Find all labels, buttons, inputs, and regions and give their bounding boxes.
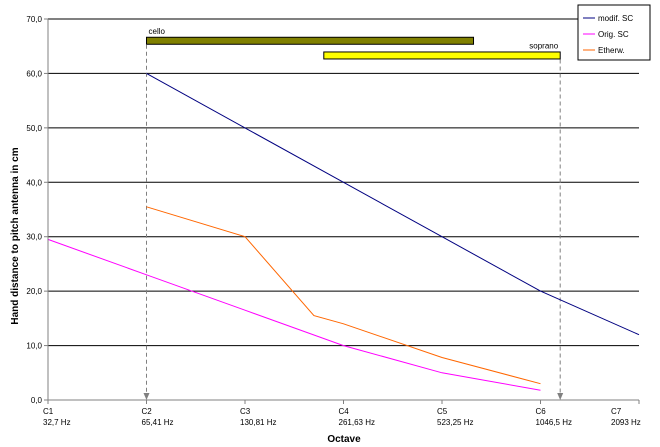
x-tick-note-3: C4: [339, 407, 350, 416]
series-line-0: [146, 72, 640, 336]
x-tick-note-1: C2: [142, 407, 153, 416]
x-tick-freq-4: 523,25 Hz: [437, 418, 473, 427]
series-lines: [47, 72, 640, 391]
x-tick-freq-5: 1046,5 Hz: [536, 418, 572, 427]
x-axis-title: Octave: [327, 434, 361, 445]
x-tick-labels: C1 32,7 Hz C2 65,41 Hz C3 130,81 Hz C4 261,63 H…: [43, 407, 641, 427]
legend: modif. SC Orig. SC Etherw.: [577, 4, 651, 61]
y-tick-labels: 0,0 10,0 20,0 30,0 40,0 50,0 60,0 70,0: [26, 15, 42, 405]
y-tick-label-0: 0,0: [31, 396, 43, 405]
axes: [44, 18, 640, 404]
x-tick-note-5: C6: [536, 407, 547, 416]
range-label-cello: cello: [149, 27, 166, 36]
y-tick-label-1: 10,0: [26, 342, 42, 351]
marker-arrow-1: [557, 393, 564, 400]
y-tick-label-7: 70,0: [26, 15, 42, 24]
series-line-1: [47, 238, 541, 391]
legend-label-2: Etherw.: [598, 46, 625, 55]
legend-label-0: modif. SC: [598, 14, 633, 23]
x-tick-freq-1: 65,41 Hz: [142, 418, 174, 427]
x-tick-freq-3: 261,63 Hz: [339, 418, 375, 427]
range-bar-cello: [146, 36, 475, 45]
range-bars: cello soprano: [146, 27, 561, 60]
y-tick-label-2: 20,0: [26, 287, 42, 296]
x-tick-note-2: C3: [240, 407, 251, 416]
x-tick-freq-0: 32,7 Hz: [43, 418, 71, 427]
x-tick-note-0: C1: [43, 407, 54, 416]
legend-label-1: Orig. SC: [598, 30, 629, 39]
legend-box: [577, 4, 651, 61]
range-markers: [143, 44, 564, 400]
marker-arrow-0: [143, 393, 150, 400]
y-axis-title: Hand distance to pitch antenna in cm: [10, 147, 21, 324]
series-line-2: [146, 206, 541, 385]
x-tick-note-6: C7: [611, 407, 622, 416]
range-label-soprano: soprano: [529, 41, 558, 50]
range-bar-soprano: [323, 51, 561, 60]
y-tick-label-5: 50,0: [26, 124, 42, 133]
y-tick-label-6: 60,0: [26, 69, 42, 78]
x-tick-note-4: C5: [437, 407, 448, 416]
y-tick-label-3: 30,0: [26, 233, 42, 242]
x-tick-freq-6: 2093 Hz: [611, 418, 641, 427]
y-tick-label-4: 40,0: [26, 178, 42, 187]
x-tick-freq-2: 130,81 Hz: [240, 418, 276, 427]
